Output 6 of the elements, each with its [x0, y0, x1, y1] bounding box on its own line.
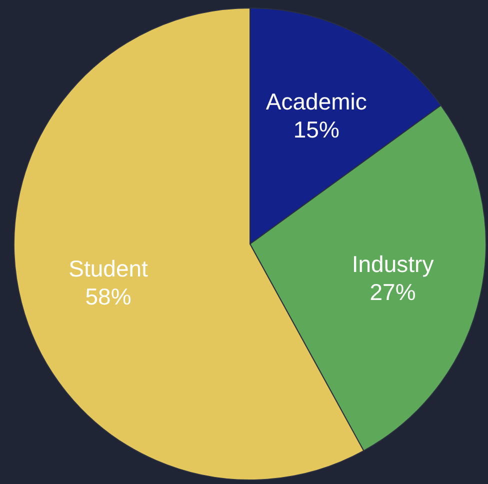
slice-label: Academic: [266, 88, 367, 115]
slice-label: Student: [68, 255, 149, 282]
data-label: 27%: [370, 278, 416, 305]
data-label: 58%: [85, 283, 132, 310]
data-label: 15%: [293, 116, 340, 143]
slice-label: Industry: [352, 250, 434, 277]
